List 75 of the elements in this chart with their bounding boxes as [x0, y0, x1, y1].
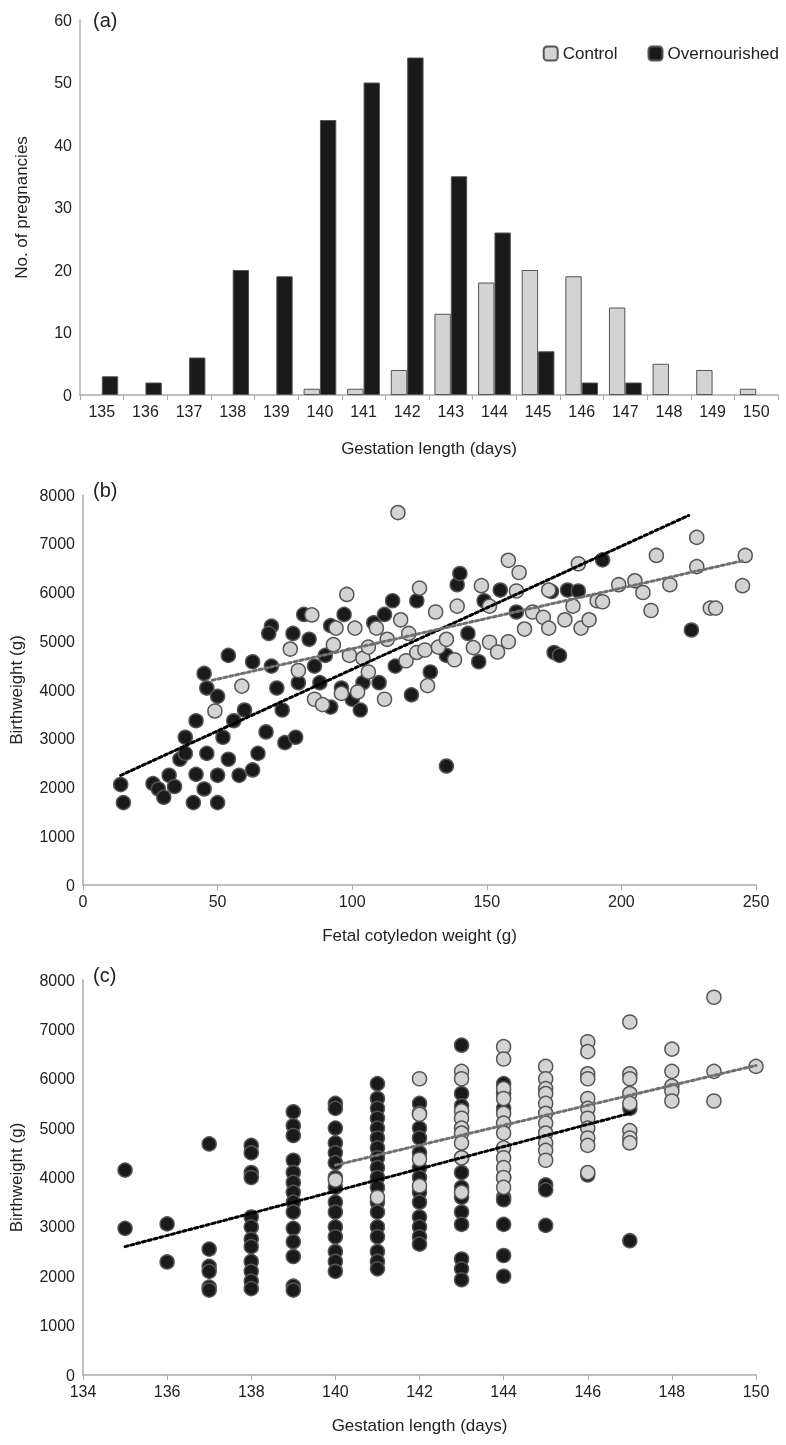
y-tick-label: 2000: [39, 1267, 76, 1285]
y-tick-label: 50: [54, 74, 73, 91]
x-tick-label: 100: [338, 892, 366, 910]
x-tick-label: 150: [473, 892, 501, 910]
y-tick-label: 0: [66, 876, 76, 894]
x-tick-label: 138: [219, 402, 247, 420]
x-axis-title: Fetal cotyledon weight (g): [322, 926, 517, 945]
y-tick-label: 1000: [39, 827, 76, 845]
y-tick-label: 30: [54, 199, 73, 216]
y-tick-label: 8000: [39, 486, 76, 504]
y-axis-title: Birthweight (g): [7, 1122, 26, 1233]
x-tick-label: 144: [490, 1382, 518, 1400]
x-tick-label: 141: [350, 402, 378, 420]
y-tick-label: 2000: [39, 779, 76, 796]
chart-title: (a): [93, 9, 118, 31]
x-tick-label: 140: [306, 402, 334, 420]
x-tick-label: 145: [524, 402, 552, 420]
x-tick-label: 200: [608, 892, 635, 910]
x-tick-label: 137: [175, 402, 203, 420]
y-tick-label: 40: [54, 136, 73, 154]
bar: [101, 376, 119, 395]
x-tick-label: 136: [132, 402, 159, 420]
bar: [696, 370, 713, 395]
chart-title: (c): [93, 964, 117, 986]
y-tick-label: 6000: [39, 1070, 76, 1088]
x-tick-label: 140: [322, 1382, 349, 1400]
x-tick-label: 138: [237, 1382, 265, 1400]
y-axis-title: No. of pregnancies: [12, 136, 31, 279]
y-tick-label: 60: [54, 11, 73, 29]
y-tick-label: 5000: [39, 1119, 76, 1137]
y-tick-label: 10: [54, 324, 73, 341]
x-axis-title: Gestation length (days): [331, 1416, 508, 1435]
x-tick-label: 144: [481, 402, 508, 420]
y-tick-label: 4000: [39, 1169, 76, 1186]
bar: [276, 276, 293, 395]
y-tick-label: 1000: [39, 1317, 76, 1335]
y-tick-label: 3000: [39, 730, 76, 748]
y-axis-title: Birthweight (g): [7, 635, 26, 745]
x-tick-label: 142: [406, 1382, 433, 1400]
x-tick-label: 139: [262, 402, 290, 420]
y-tick-label: 4000: [39, 681, 76, 699]
bar: [145, 382, 162, 395]
bar: [739, 388, 757, 395]
x-tick-label: 250: [742, 892, 770, 910]
x-tick-label: 148: [658, 1382, 686, 1400]
x-tick-label: 150: [742, 402, 770, 420]
bar: [652, 363, 669, 395]
x-tick-label: 146: [574, 1382, 602, 1400]
x-tick-label: 147: [611, 402, 639, 420]
y-tick-label: 6000: [39, 584, 76, 601]
x-tick-label: 135: [88, 402, 116, 420]
x-axis-title: Gestation length (days): [341, 439, 517, 458]
legend-label: Overnourished: [667, 44, 780, 63]
x-tick-label: 142: [393, 402, 421, 420]
x-tick-label: 136: [153, 1382, 181, 1400]
bar: [232, 270, 250, 395]
x-tick-label: 0: [78, 892, 88, 910]
y-tick-label: 20: [54, 261, 73, 279]
legend-label: Control: [562, 44, 618, 63]
x-tick-label: 148: [655, 402, 683, 420]
y-tick-label: 0: [66, 1366, 76, 1384]
chart-title: (b): [93, 479, 118, 501]
x-tick-label: 150: [742, 1382, 770, 1400]
y-tick-label: 7000: [39, 535, 76, 553]
bar: [189, 357, 206, 395]
x-tick-label: 146: [568, 402, 596, 420]
y-tick-label: 8000: [39, 971, 76, 989]
y-tick-label: 3000: [39, 1218, 76, 1236]
y-tick-label: 7000: [39, 1020, 76, 1038]
x-tick-label: 143: [437, 402, 465, 420]
x-tick-label: 134: [69, 1382, 97, 1400]
x-tick-label: 149: [699, 402, 727, 420]
y-tick-label: 0: [63, 386, 73, 404]
y-tick-label: 5000: [39, 632, 76, 650]
x-tick-label: 50: [208, 892, 227, 910]
